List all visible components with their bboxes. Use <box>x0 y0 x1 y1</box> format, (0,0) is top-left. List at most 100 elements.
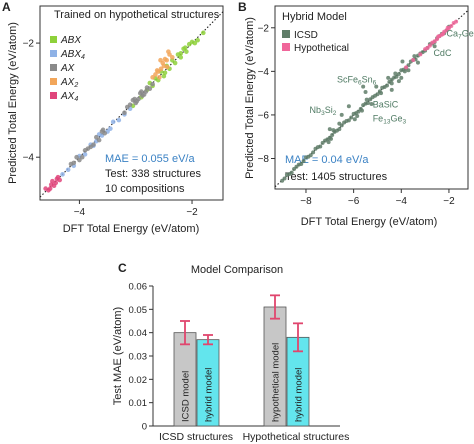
bar-label: hybrid model <box>294 368 305 422</box>
point-ax2 <box>150 75 155 80</box>
point-ax2 <box>162 56 168 62</box>
point-icsd <box>412 54 417 59</box>
panel-a-ticks: −4 −2 −4 −2 <box>23 39 199 218</box>
point-ax4 <box>55 174 61 180</box>
legend-label-ax2: AX2 <box>60 77 78 89</box>
y-tick-label: 0 <box>142 422 147 433</box>
point-abx4 <box>108 126 113 131</box>
point-ax <box>150 81 155 87</box>
panel-a-xlabel: DFT Total Energy (eV/atom) <box>63 223 200 235</box>
point-label: Nb3Si2 <box>310 105 337 117</box>
point-icsd <box>296 162 301 167</box>
x-tick-label: −6 <box>348 196 360 207</box>
point-ax <box>100 127 106 133</box>
point-icsd <box>344 119 349 124</box>
point-ax <box>68 161 74 167</box>
point-ax2 <box>158 57 163 63</box>
point-icsd <box>337 121 342 126</box>
point-ax4 <box>43 186 48 191</box>
point-icsd <box>355 114 360 119</box>
panel-a-mae: MAE = 0.055 eV/a <box>105 153 195 165</box>
point-ax <box>74 154 79 160</box>
point-abx <box>178 55 184 60</box>
x-tick-label: −8 <box>300 196 312 207</box>
legend-label-ax: AX <box>60 63 75 74</box>
point-label: Ca7Ge <box>447 29 474 41</box>
point-icsd <box>374 84 379 89</box>
point-ax <box>143 89 149 94</box>
point-icsd <box>328 136 333 141</box>
point-abx <box>184 49 189 54</box>
point-icsd <box>282 176 287 181</box>
panel-b-ylabel: Predicted Total Energy (eV/atom) <box>244 17 256 179</box>
panel-b-points <box>280 19 459 183</box>
legend-label-hypothetical: Hypothetical <box>294 43 349 54</box>
point-abx4 <box>110 119 116 125</box>
point-ax2 <box>166 49 171 54</box>
point-icsd <box>330 132 335 137</box>
panel-a-ylabel: Predicted Total Energy (eV/atom) <box>7 22 19 184</box>
point-icsd <box>396 71 401 76</box>
point-hypothetical <box>440 31 445 36</box>
point-icsd <box>402 69 407 74</box>
point-hypothetical <box>436 34 441 39</box>
y-tick-label: −4 <box>23 153 35 164</box>
y-tick-label: 0.03 <box>129 352 148 363</box>
point-icsd <box>326 140 331 145</box>
panel-c: Model Comparison Test MAE (eV/atom) ICSD… <box>112 264 349 443</box>
point-hypothetical <box>449 24 454 29</box>
panel-b-test-count: Test: 1405 structures <box>285 171 388 183</box>
y-tick-label: −8 <box>258 154 270 165</box>
panel-letter-b: B <box>238 0 247 14</box>
y-tick-label: 0.04 <box>129 328 148 339</box>
point-icsd <box>396 79 401 84</box>
point-ax2 <box>158 66 164 72</box>
point-abx4 <box>96 132 102 137</box>
point-icsd <box>379 91 384 96</box>
panel-b-xlabel: DFT Total Energy (eV/atom) <box>301 216 438 228</box>
point-ax <box>82 148 88 153</box>
point-icsd <box>415 60 420 65</box>
point-icsd <box>346 104 351 109</box>
point-icsd <box>331 128 336 133</box>
y-tick-label: −6 <box>258 110 270 121</box>
point-ax2 <box>164 64 170 70</box>
point-hypothetical <box>427 43 432 48</box>
panel-a-points <box>43 30 206 193</box>
point-ax <box>137 91 143 96</box>
point-abx4 <box>60 172 65 177</box>
legend-label-ax4: AX4 <box>60 91 78 103</box>
point-abx <box>200 30 206 36</box>
y-tick-label: −4 <box>258 67 270 78</box>
bar-label: hypothetical model <box>271 343 282 422</box>
point-ax2 <box>154 68 160 73</box>
x-tick-label: −2 <box>443 196 455 207</box>
point-icsd <box>389 81 394 86</box>
point-abx <box>172 60 178 66</box>
point-icsd <box>352 117 357 122</box>
point-icsd <box>399 75 404 80</box>
point-icsd <box>339 112 344 117</box>
point-hypothetical <box>404 65 409 70</box>
point-icsd <box>368 97 373 102</box>
legend-swatch-ax4 <box>50 92 57 99</box>
point-abx <box>175 52 181 57</box>
point-icsd <box>400 59 405 64</box>
point-ax4 <box>47 186 53 191</box>
panel-a-compositions: 10 compositions <box>105 183 185 195</box>
legend-label-icsd: ICSD <box>294 30 318 41</box>
panel-letter-a: A <box>2 0 11 14</box>
point-icsd <box>363 90 368 95</box>
point-abx <box>162 70 168 76</box>
legend-label-abx4: ABX4 <box>60 49 85 61</box>
point-icsd <box>369 102 374 107</box>
y-tick-label: 0.05 <box>129 305 148 316</box>
point-abx <box>195 37 200 43</box>
point-ax <box>79 154 85 160</box>
point-abx4 <box>116 117 122 123</box>
y-tick-label: 0.06 <box>129 282 148 293</box>
point-ax2 <box>153 72 158 77</box>
y-tick-label: 0.01 <box>129 398 148 409</box>
x-tick-label: −2 <box>186 207 198 218</box>
point-icsd <box>315 145 320 150</box>
